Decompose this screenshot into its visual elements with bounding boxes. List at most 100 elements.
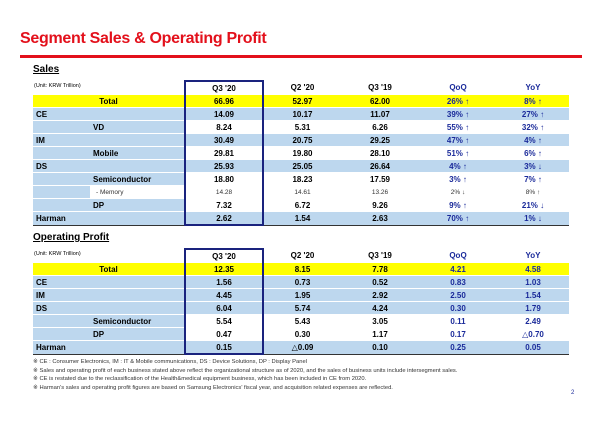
table-cell: 0.11 bbox=[419, 314, 497, 328]
row-indent bbox=[33, 172, 90, 186]
table-row: CE 1.56 0.73 0.52 0.83 1.03 bbox=[33, 275, 569, 289]
row-sublabel: Semiconductor bbox=[90, 314, 185, 328]
table-cell: 0.83 bbox=[419, 275, 497, 289]
table-cell: 7.32 bbox=[184, 198, 264, 212]
row-label: DS bbox=[33, 159, 185, 173]
table-cell: 7% ↑ bbox=[497, 172, 569, 186]
table-cell: 0.30 bbox=[263, 327, 341, 341]
table-cell: 1.54 bbox=[263, 211, 341, 226]
sales-unit-label: (Unit: KRW Trillion) bbox=[34, 83, 81, 89]
column-header: YoY bbox=[525, 251, 541, 260]
row-label: DS bbox=[33, 301, 185, 315]
table-cell: 5.31 bbox=[263, 120, 341, 134]
table-cell: 2.50 bbox=[419, 288, 497, 302]
column-header: Q3 '19 bbox=[368, 83, 392, 92]
row-sublabel: Semiconductor bbox=[90, 172, 185, 186]
table-cell: 1.03 bbox=[497, 275, 569, 289]
row-indent bbox=[33, 327, 90, 341]
table-cell: 5.54 bbox=[184, 314, 264, 328]
title-divider bbox=[20, 55, 582, 58]
row-label: CE bbox=[33, 275, 185, 289]
table-row: Total 66.96 52.97 62.00 26% ↑ 8% ↑ bbox=[33, 94, 569, 108]
table-cell: 9% ↑ bbox=[419, 198, 497, 212]
table-row: DS 25.93 25.05 26.64 4% ↑ 3% ↓ bbox=[33, 159, 569, 173]
op-unit-label: (Unit: KRW Trillion) bbox=[34, 251, 81, 257]
table-cell: 19.80 bbox=[263, 146, 341, 160]
table-cell: 14.28 bbox=[184, 185, 264, 199]
table-row: IM 4.45 1.95 2.92 2.50 1.54 bbox=[33, 288, 569, 302]
table-cell: 25.93 bbox=[184, 159, 264, 173]
table-row: Semiconductor 5.54 5.43 3.05 0.11 2.49 bbox=[33, 314, 569, 328]
table-cell: 13.26 bbox=[341, 185, 419, 199]
table-cell: 20.75 bbox=[263, 133, 341, 147]
table-cell: 27% ↑ bbox=[497, 107, 569, 121]
row-label: Total bbox=[33, 94, 185, 108]
table-cell: 6% ↑ bbox=[497, 146, 569, 160]
table-cell: 14.09 bbox=[184, 107, 264, 121]
table-cell: △0.70 bbox=[497, 327, 569, 341]
table-cell: 18.80 bbox=[184, 172, 264, 186]
table-cell: 1.56 bbox=[184, 275, 264, 289]
page-title: Segment Sales & Operating Profit bbox=[20, 30, 267, 47]
table-cell: 30.49 bbox=[184, 133, 264, 147]
footnote: ※ Harman's sales and operating profit fi… bbox=[33, 384, 393, 391]
table-row: DP 7.32 6.72 9.26 9% ↑ 21% ↓ bbox=[33, 198, 569, 212]
table-cell: 0.15 bbox=[184, 340, 264, 355]
table-cell: 0.52 bbox=[341, 275, 419, 289]
table-cell: 52.97 bbox=[263, 94, 341, 108]
table-header-row: Q3 '20 Q2 '20 Q3 '19 QoQ YoY bbox=[33, 248, 569, 263]
table-cell: 8.15 bbox=[263, 262, 341, 276]
table-cell: 8% ↑ bbox=[497, 185, 569, 199]
table-row: - Memory 14.28 14.61 13.26 2% ↓ 8% ↑ bbox=[33, 185, 569, 199]
row-sublabel: - Memory bbox=[90, 185, 185, 199]
table-cell: 1.79 bbox=[497, 301, 569, 315]
table-cell: 29.25 bbox=[341, 133, 419, 147]
table-header-row: Q3 '20 Q2 '20 Q3 '19 QoQ YoY bbox=[33, 80, 569, 95]
footnote: ※ Sales and operating profit of each bus… bbox=[33, 367, 458, 374]
table-cell: 6.04 bbox=[184, 301, 264, 315]
table-cell: 51% ↑ bbox=[419, 146, 497, 160]
table-cell: 0.10 bbox=[341, 340, 419, 355]
table-row: IM 30.49 20.75 29.25 47% ↑ 4% ↑ bbox=[33, 133, 569, 147]
op-table: Q3 '20 Q2 '20 Q3 '19 QoQ YoY Total 12.35 8.15 7.… bbox=[33, 248, 569, 355]
table-cell: 7.78 bbox=[341, 262, 419, 276]
sales-table: Q3 '20 Q2 '20 Q3 '19 QoQ YoY Total 66.96 52.97 6… bbox=[33, 80, 569, 226]
column-header: Q2 '20 bbox=[290, 83, 315, 92]
header-spacer bbox=[33, 249, 90, 263]
table-cell: 4.24 bbox=[341, 301, 419, 315]
table-cell: 2.49 bbox=[497, 314, 569, 328]
sales-section-label: Sales bbox=[33, 64, 60, 75]
table-cell: 4.58 bbox=[497, 262, 569, 276]
table-row: Harman 0.15 △0.09 0.10 0.25 0.05 bbox=[33, 340, 569, 355]
row-indent bbox=[33, 185, 90, 199]
table-cell: 2.62 bbox=[184, 211, 264, 226]
table-cell: 17.59 bbox=[341, 172, 419, 186]
table-cell: 4.45 bbox=[184, 288, 264, 302]
footnote: ※ CE : Consumer Electronics, IM : IT & M… bbox=[33, 359, 307, 365]
table-cell: 0.30 bbox=[419, 301, 497, 315]
table-cell: 3.05 bbox=[341, 314, 419, 328]
table-cell: 55% ↑ bbox=[419, 120, 497, 134]
table-cell: 4% ↑ bbox=[497, 133, 569, 147]
table-cell: 8% ↑ bbox=[497, 94, 569, 108]
row-label: Total bbox=[33, 262, 185, 276]
row-sublabel: Mobile bbox=[90, 146, 185, 160]
row-indent bbox=[33, 198, 90, 212]
table-cell: 29.81 bbox=[184, 146, 264, 160]
column-header: Q3 '20 bbox=[184, 248, 264, 263]
row-label: Harman bbox=[33, 340, 185, 355]
table-cell: △0.09 bbox=[263, 340, 341, 355]
table-cell: 2.92 bbox=[341, 288, 419, 302]
table-cell: 6.72 bbox=[263, 198, 341, 212]
column-header: QoQ bbox=[449, 251, 467, 260]
table-row: Harman 2.62 1.54 2.63 70% ↑ 1% ↓ bbox=[33, 211, 569, 226]
column-header: Q3 '20 bbox=[184, 80, 264, 95]
row-label: IM bbox=[33, 133, 185, 147]
table-cell: 6.26 bbox=[341, 120, 419, 134]
table-cell: 70% ↑ bbox=[419, 211, 497, 226]
column-header: Q2 '20 bbox=[290, 251, 315, 260]
column-header: YoY bbox=[525, 83, 541, 92]
table-row: Mobile 29.81 19.80 28.10 51% ↑ 6% ↑ bbox=[33, 146, 569, 160]
footnotes: ※ CE : Consumer Electronics, IM : IT & M… bbox=[33, 358, 578, 392]
table-cell: 1% ↓ bbox=[497, 211, 569, 226]
